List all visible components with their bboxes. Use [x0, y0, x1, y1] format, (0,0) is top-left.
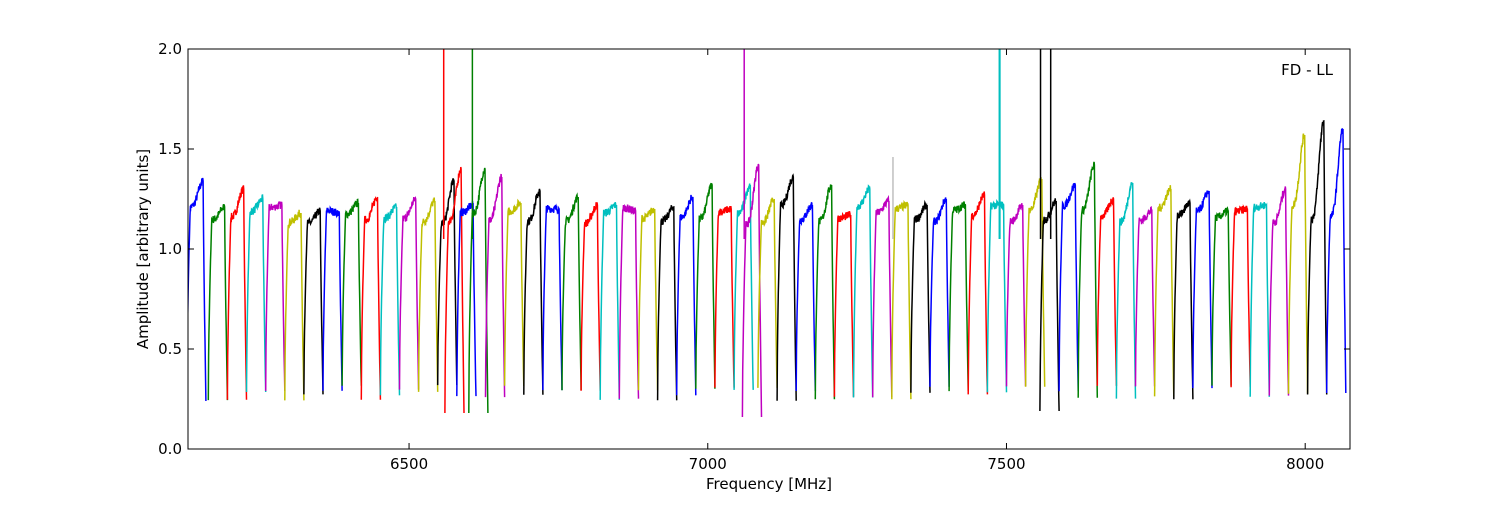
channel-10-line: [379, 203, 401, 396]
channel-50-line: [1096, 197, 1118, 386]
channel-9-line: [360, 195, 382, 400]
channel-14-line: [444, 166, 465, 414]
channel-12-line: [417, 197, 439, 392]
channel-13-line: [436, 178, 458, 386]
channel-60-line: [1287, 133, 1309, 394]
channel-6-line: [303, 207, 324, 395]
channel-52-line: [1134, 205, 1156, 387]
channel-51-line: [1115, 182, 1137, 399]
channel-39-line: [891, 199, 912, 400]
series-layer: [188, 49, 1347, 418]
x-axis-label: Frequency [MHz]: [706, 475, 832, 493]
channel-19-line: [523, 188, 544, 395]
channel-53-line: [1153, 185, 1175, 397]
channel-22-line: [580, 202, 601, 391]
channel-20-line: [542, 203, 563, 391]
channel-26-line: [656, 205, 678, 401]
channel-25-line: [637, 207, 659, 391]
y-tick-label-0: 0.0: [158, 440, 182, 458]
channel-32-line: [757, 197, 778, 388]
channel-62-line: [1325, 128, 1347, 394]
channel-8-line: [341, 198, 363, 386]
channel-57-line: [1230, 204, 1251, 388]
channel-35-line: [814, 184, 836, 400]
x-tick-label-2: 7500: [987, 455, 1025, 473]
channel-0-line: [188, 177, 207, 402]
channel-17-line: [484, 173, 506, 398]
y-tick-label-3: 1.5: [158, 140, 182, 158]
chart-annotation: FD - LL: [1281, 61, 1333, 79]
channel-46-line: [1024, 176, 1046, 387]
channel-21-line: [561, 192, 582, 391]
y-axis-label: Amplitude [arbitrary units]: [134, 149, 152, 349]
channel-43-line: [967, 191, 989, 395]
channel-47-line: [1039, 198, 1060, 412]
channel-3-line: [245, 194, 267, 393]
channel-56-line: [1211, 206, 1232, 386]
channel-24-line: [618, 203, 640, 399]
y-tick-label-1: 0.5: [158, 340, 182, 358]
channel-38-line: [871, 194, 893, 398]
channel-48-line: [1058, 182, 1079, 392]
channel-44-line: [986, 198, 1008, 393]
channel-29-line: [714, 205, 735, 388]
channel-36-line: [833, 211, 855, 397]
channel-5-line: [284, 209, 305, 401]
channel-42-line: [948, 201, 969, 392]
channel-4-line: [264, 201, 286, 391]
channel-31-line: [741, 163, 763, 418]
ticks-layer: 6500 7000 7500 8000 0.0 0.5 1.0 1.5 2.0: [158, 40, 1350, 473]
channel-23-line: [599, 202, 621, 400]
channel-41-line: [929, 197, 950, 387]
y-tick-label-2: 1.0: [158, 240, 182, 258]
channel-33-line: [776, 173, 797, 401]
channel-61-line: [1306, 119, 1328, 395]
channel-28-line: [695, 182, 716, 389]
channel-2-line: [226, 185, 248, 400]
channel-11-line: [398, 195, 420, 390]
channel-59-line: [1268, 186, 1290, 396]
channel-27-line: [675, 194, 697, 396]
channel-1-line: [207, 203, 229, 401]
channel-45-line: [1005, 203, 1027, 387]
channel-54-line: [1173, 198, 1194, 400]
channel-7-line: [322, 205, 343, 391]
channel-49-line: [1077, 161, 1099, 398]
channel-40-line: [910, 199, 931, 393]
channel-55-line: [1192, 190, 1213, 389]
x-tick-label-3: 8000: [1286, 455, 1324, 473]
channel-18-line: [503, 198, 525, 386]
x-tick-label-1: 7000: [689, 455, 727, 473]
channel-34-line: [795, 201, 817, 392]
y-tick-label-4: 2.0: [158, 40, 182, 58]
x-tick-label-0: 6500: [390, 455, 428, 473]
channel-58-line: [1249, 201, 1271, 397]
channel-37-line: [852, 184, 874, 398]
